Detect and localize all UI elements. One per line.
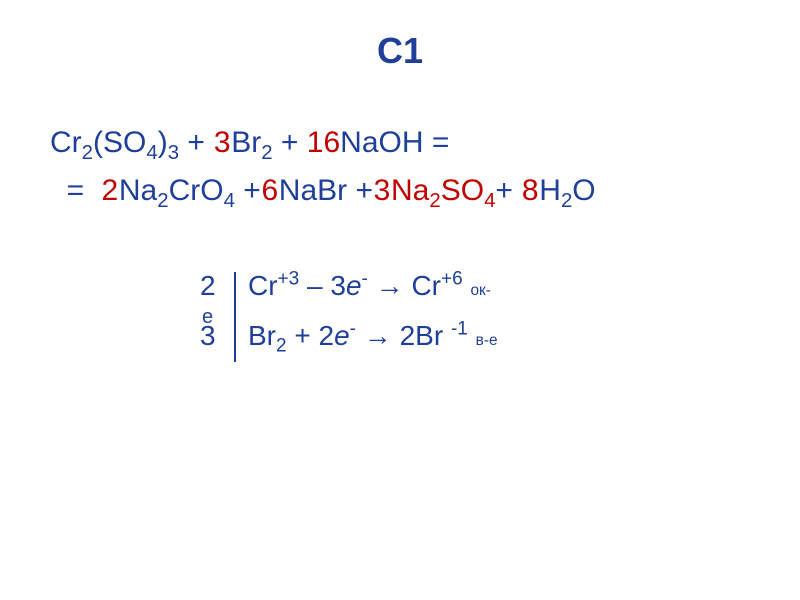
reduction-row: 3 Br2 + 2e- → 2Br -1 в-е <box>200 320 498 352</box>
coef-nabr: 6 <box>261 168 279 215</box>
product-na2cro4: Na2CrO4 <box>119 174 235 207</box>
plus: + <box>187 126 213 159</box>
divider-line <box>234 272 236 362</box>
oxidation-role-label: ок- <box>470 282 490 299</box>
space <box>93 174 101 207</box>
coef-na2cro4: 2 <box>101 168 119 215</box>
e-between: е <box>202 306 213 329</box>
plus: + <box>235 174 261 207</box>
half-reactions-block: е 2 Cr+3 – 3e- → Cr+6 ок- 3 Br2 + 2e- → … <box>200 270 498 358</box>
oxidation-reaction: Cr+3 – 3e- → Cr+6 ок- <box>234 270 491 302</box>
product-h2o: H2O <box>539 174 595 207</box>
coef-na2so4: 3 <box>373 168 391 215</box>
reduction-reaction: Br2 + 2e- → 2Br -1 в-е <box>234 320 498 352</box>
oxidation-row: 2 Cr+3 – 3e- → Cr+6 ок- <box>200 270 498 302</box>
product-nabr: NaBr <box>279 174 347 207</box>
title-text: C1 <box>377 30 423 71</box>
lead-equals: = <box>50 174 93 207</box>
reagent-naoh: NaOH = <box>340 126 449 159</box>
coef-h2o: 8 <box>521 168 539 215</box>
equation-line-2: = 2Na2CrO4 +6NaBr +3Na2SO4+ 8H2O <box>50 168 760 215</box>
plus: + <box>347 174 373 207</box>
slide-title: C1 <box>0 30 800 72</box>
plus: + <box>273 126 307 159</box>
reagent-cr2so43: Cr2(SO4)3 <box>50 126 187 159</box>
coef-naoh: 16 <box>307 120 340 167</box>
product-na2so4: Na2SO4 <box>391 174 495 207</box>
plus: + <box>495 174 521 207</box>
reagent-br2: Br2 <box>231 126 272 159</box>
reduction-role-label: в-е <box>476 332 498 349</box>
equation-line-1: Cr2(SO4)3 + 3Br2 + 16NaOH = <box>50 120 760 167</box>
oxidation-multiplier: 2 <box>200 270 234 302</box>
coef-br2: 3 <box>213 120 231 167</box>
